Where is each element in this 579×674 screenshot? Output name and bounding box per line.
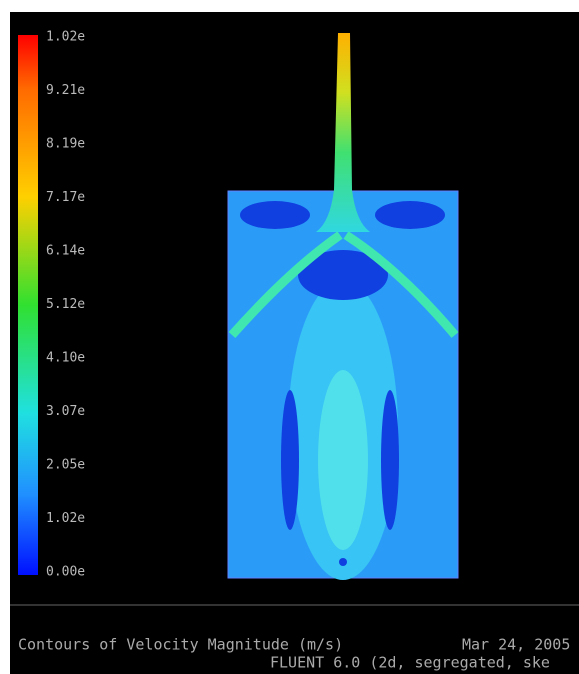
colorbar-label: 6.14e	[46, 244, 85, 259]
core-inner	[318, 370, 368, 550]
jet	[228, 231, 343, 338]
footer-date: Mar 24, 2005	[462, 636, 570, 654]
colorbar-labels: 1.02e 9.21e 8.19e 7.17e 6.14e 5.12e 4.10e 3.07e…	[46, 30, 85, 580]
colorbar-label: 8.19e	[46, 137, 85, 152]
vortex	[381, 390, 399, 530]
jet	[343, 231, 459, 338]
colorbar-label: 4.10e	[46, 351, 85, 366]
nozzle	[316, 33, 370, 232]
colorbar-label: 9.21e	[46, 83, 85, 98]
footer-title: Contours of Velocity Magnitude (m/s)	[18, 636, 343, 654]
colorbar-label: 2.05e	[46, 458, 85, 473]
colorbar	[18, 35, 38, 575]
colorbar-label: 3.07e	[46, 404, 85, 419]
colorbar-label: 7.17e	[46, 190, 85, 205]
vortex	[298, 250, 388, 300]
vortex	[375, 201, 445, 229]
colorbar-label: 1.02e	[46, 30, 85, 45]
vortex	[339, 558, 347, 566]
colorbar-label: 5.12e	[46, 297, 85, 312]
vortex	[240, 201, 310, 229]
colorbar-label: 0.00e	[46, 565, 85, 580]
contour-plot	[227, 33, 459, 580]
footer-solver: FLUENT 6.0 (2d, segregated, ske	[270, 654, 550, 672]
colorbar-label: 1.02e	[46, 511, 85, 526]
vortex	[281, 390, 299, 530]
